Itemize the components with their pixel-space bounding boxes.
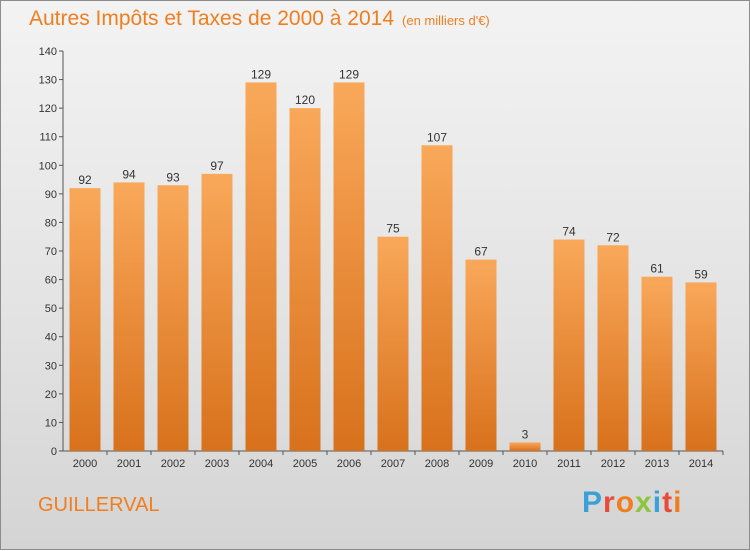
bar-value-label: 92 xyxy=(78,173,92,187)
bar-value-label: 3 xyxy=(522,427,529,441)
logo-letter: i xyxy=(652,486,663,519)
x-tick-label: 2002 xyxy=(161,458,185,470)
y-tick-label: 70 xyxy=(45,246,57,258)
bar xyxy=(685,282,717,451)
x-tick-label: 2001 xyxy=(117,458,141,470)
x-tick-label: 2005 xyxy=(293,458,317,470)
bar xyxy=(553,239,585,451)
x-tick-label: 2012 xyxy=(601,458,625,470)
y-tick-label: 20 xyxy=(45,389,57,401)
bar xyxy=(157,185,189,452)
x-tick-label: 2009 xyxy=(469,458,493,470)
bar xyxy=(377,236,409,451)
title-row: Autres Impôts et Taxes de 2000 à 2014 (en… xyxy=(29,7,490,31)
x-tick-label: 2004 xyxy=(249,458,273,470)
y-tick-label: 100 xyxy=(39,160,57,172)
y-tick-label: 130 xyxy=(39,75,57,87)
logo-letter: x xyxy=(635,486,653,519)
x-tick-label: 2007 xyxy=(381,458,405,470)
x-tick-label: 2013 xyxy=(645,458,669,470)
bar xyxy=(641,276,673,451)
bar xyxy=(201,173,233,451)
bar xyxy=(289,108,321,452)
bar-value-label: 129 xyxy=(339,67,359,81)
bar-value-label: 74 xyxy=(562,225,576,239)
bar-value-label: 93 xyxy=(166,170,180,184)
bar-value-label: 120 xyxy=(295,93,315,107)
bar xyxy=(333,82,365,451)
bar-value-label: 67 xyxy=(474,245,488,259)
y-tick-label: 30 xyxy=(45,360,57,372)
bar-value-label: 107 xyxy=(427,130,447,144)
bar-value-label: 94 xyxy=(122,167,136,181)
y-tick-label: 0 xyxy=(51,446,57,458)
bar-value-label: 61 xyxy=(650,262,664,276)
bar-value-label: 72 xyxy=(606,230,620,244)
proxiti-logo: Proxiti xyxy=(582,486,682,520)
x-tick-label: 2000 xyxy=(73,458,97,470)
bar xyxy=(465,259,497,451)
y-tick-label: 140 xyxy=(39,46,57,58)
bar xyxy=(509,442,541,451)
y-tick-label: 60 xyxy=(45,275,57,287)
y-tick-label: 80 xyxy=(45,217,57,229)
bars xyxy=(69,82,717,452)
x-tick-label: 2008 xyxy=(425,458,449,470)
y-tick-label: 50 xyxy=(45,303,57,315)
chart-title: Autres Impôts et Taxes de 2000 à 2014 xyxy=(29,7,395,30)
bar-value-label: 59 xyxy=(694,267,708,281)
logo-letter: t xyxy=(662,486,674,519)
x-tick-label: 2014 xyxy=(689,458,713,470)
y-tick-label: 10 xyxy=(45,417,57,429)
value-labels: 92 94 93 97 129 120 129 75 107 67 3 74 72 61 59 xyxy=(78,67,708,441)
y-tick-label: 110 xyxy=(39,132,57,144)
logo-letter: i xyxy=(673,486,683,519)
bar-value-label: 97 xyxy=(210,159,224,173)
bar-value-label: 75 xyxy=(386,222,400,236)
logo-letter: P xyxy=(582,486,604,519)
y-tick-label: 120 xyxy=(39,103,57,115)
bar-value-label: 129 xyxy=(251,67,271,81)
x-tick-label: 2006 xyxy=(337,458,361,470)
commune-name: GUILLERVAL xyxy=(38,494,160,516)
x-tick-label: 2011 xyxy=(557,458,581,470)
y-tick-label: 40 xyxy=(45,332,57,344)
logo-letter: o xyxy=(615,486,636,519)
y-tick-label: 90 xyxy=(45,189,57,201)
bar xyxy=(69,188,101,451)
bar xyxy=(113,182,145,451)
x-tick-label: 2003 xyxy=(205,458,229,470)
logo-letter: r xyxy=(603,486,616,519)
chart-unit: (en milliers d'€) xyxy=(402,13,490,28)
bar xyxy=(421,145,453,452)
bar xyxy=(597,245,629,451)
bar xyxy=(245,82,277,451)
x-tick-label: 2010 xyxy=(513,458,537,470)
